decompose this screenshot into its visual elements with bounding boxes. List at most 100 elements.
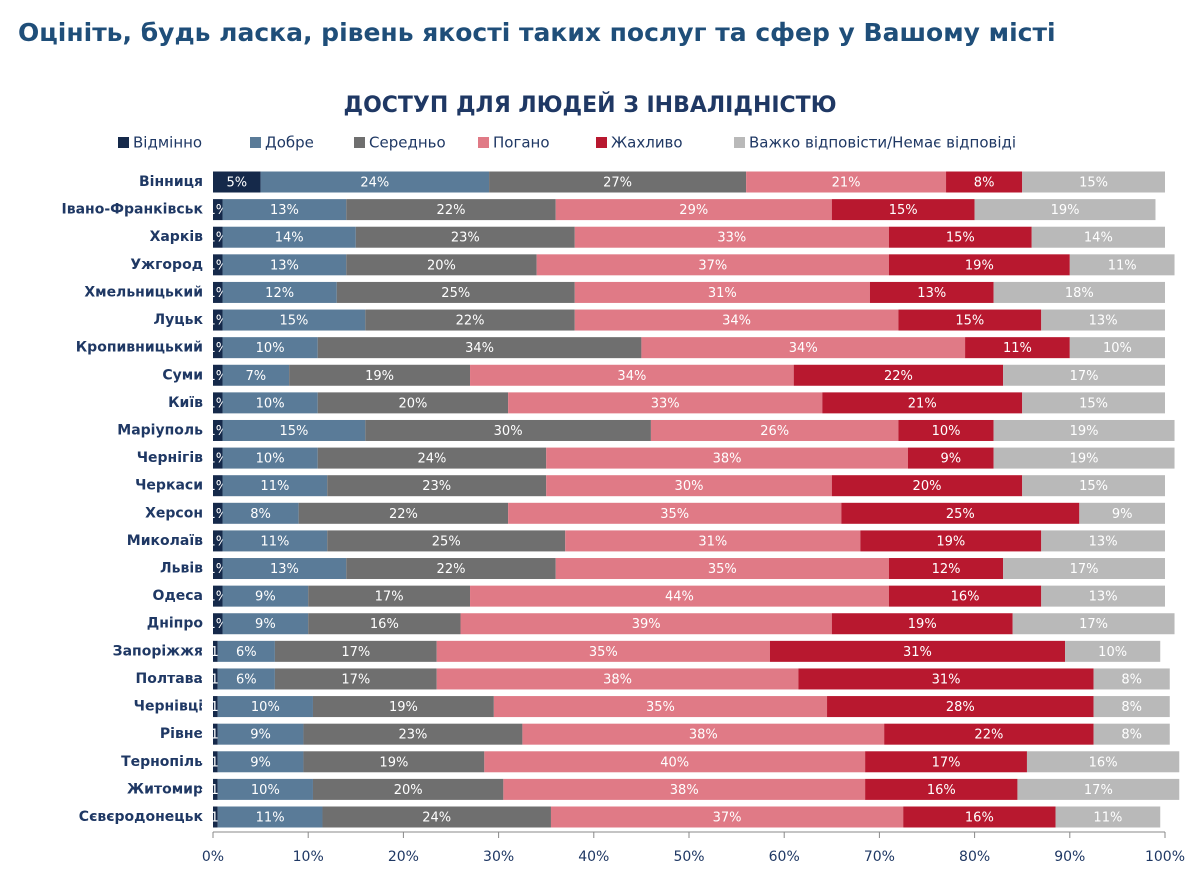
bar-segment xyxy=(508,502,842,524)
bar-segment xyxy=(1093,668,1170,690)
bar-segment xyxy=(1031,226,1165,248)
bar-segment xyxy=(213,723,218,745)
data-label: 13% xyxy=(1089,534,1118,549)
legend-label: Важко відповісти/Немає відповіді xyxy=(749,134,1016,152)
data-label: 37% xyxy=(698,258,727,273)
bar-segment xyxy=(213,640,218,662)
data-label: 19% xyxy=(379,755,408,770)
data-label: 21% xyxy=(908,396,937,411)
legend-label: Жахливо xyxy=(611,134,683,152)
bar-segment xyxy=(574,226,889,248)
bar-segment xyxy=(993,281,1165,303)
bar-segment xyxy=(213,419,223,441)
data-label: 8% xyxy=(1121,672,1142,687)
bar-segment xyxy=(274,668,437,690)
bar-segment xyxy=(213,199,223,221)
y-tick-label: Запоріжжя xyxy=(113,643,203,659)
bar-segment xyxy=(222,419,366,441)
bar-segment xyxy=(222,447,318,469)
x-tick-label: 0% xyxy=(202,849,224,865)
bar-segment xyxy=(574,281,870,303)
bar-segment xyxy=(222,558,347,580)
legend-swatch xyxy=(596,137,607,148)
bar-segment xyxy=(317,337,642,359)
bar-segment xyxy=(1093,696,1170,718)
data-label: 6% xyxy=(236,645,257,660)
bar-segment xyxy=(831,613,1013,635)
bar-segment xyxy=(365,419,651,441)
bar-segment xyxy=(365,309,575,331)
bar-segment xyxy=(898,419,994,441)
data-label: 38% xyxy=(689,728,718,743)
data-label: 31% xyxy=(708,286,737,301)
legend-label: Відмінно xyxy=(133,134,202,152)
bar-segment xyxy=(1041,585,1165,607)
bar-segment xyxy=(841,502,1080,524)
data-label: 16% xyxy=(951,590,980,605)
x-tick-label: 70% xyxy=(864,849,895,865)
y-tick-label: Дніпро xyxy=(147,616,204,632)
legend-label: Добре xyxy=(265,134,314,152)
bar-segment xyxy=(946,171,1023,193)
data-label: 13% xyxy=(270,258,299,273)
bar-segment xyxy=(993,419,1175,441)
bar-segment xyxy=(1022,171,1165,193)
bar-segment xyxy=(260,171,490,193)
legend-label: Погано xyxy=(493,134,550,152)
data-label: 25% xyxy=(441,286,470,301)
bar-segment xyxy=(217,806,323,828)
chart-subtitle: ДОСТУП ДЛЯ ЛЮДЕЙ З ІНВАЛІДНІСТЮ xyxy=(343,92,836,118)
data-label: 17% xyxy=(1084,783,1113,798)
chart-title: Оцініть, будь ласка, рівень якості таких… xyxy=(18,18,1056,47)
bar-segment xyxy=(831,199,975,221)
bar-segment xyxy=(222,199,347,221)
bar-segment xyxy=(222,613,309,635)
bar-segment xyxy=(1003,558,1165,580)
data-label: 23% xyxy=(398,728,427,743)
data-label: 35% xyxy=(646,700,675,715)
bar-segment xyxy=(888,558,1004,580)
data-label: 19% xyxy=(908,617,937,632)
data-label: 33% xyxy=(717,231,746,246)
bar-segment xyxy=(869,281,994,303)
data-label: 28% xyxy=(946,700,975,715)
data-label: 18% xyxy=(1065,286,1094,301)
y-tick-label: Чернівці xyxy=(134,699,203,715)
data-label: 15% xyxy=(279,424,308,439)
data-label: 15% xyxy=(955,314,984,329)
y-tick-label: Суми xyxy=(162,367,203,383)
data-label: 39% xyxy=(632,617,661,632)
bar-segment xyxy=(346,254,537,276)
bar-segment xyxy=(274,640,437,662)
bar-segment xyxy=(898,309,1042,331)
data-label: 20% xyxy=(398,396,427,411)
legend-swatch xyxy=(478,137,489,148)
bar-segment xyxy=(546,447,908,469)
legend-swatch xyxy=(734,137,745,148)
data-label: 10% xyxy=(256,341,285,356)
data-label: 16% xyxy=(370,617,399,632)
data-label: 10% xyxy=(251,700,280,715)
data-label: 35% xyxy=(708,562,737,577)
y-tick-label: Вінниця xyxy=(139,174,203,190)
bar-segment xyxy=(222,337,318,359)
y-tick-label: Херсон xyxy=(145,505,203,521)
y-tick-label: Рівне xyxy=(160,726,203,742)
bar-segment xyxy=(222,226,356,248)
data-label: 10% xyxy=(251,783,280,798)
x-tick-label: 80% xyxy=(959,849,990,865)
y-tick-label: Одеса xyxy=(153,588,203,604)
data-label: 22% xyxy=(437,562,466,577)
bar-segment xyxy=(213,778,218,800)
data-label: 38% xyxy=(603,672,632,687)
data-label: 17% xyxy=(1070,562,1099,577)
bar-segment xyxy=(346,558,556,580)
data-label: 34% xyxy=(617,369,646,384)
bar-segment xyxy=(1093,723,1170,745)
bar-segment xyxy=(303,723,523,745)
data-label: 24% xyxy=(422,811,451,826)
bar-segment xyxy=(1022,475,1165,497)
bar-segment xyxy=(213,530,223,552)
bar-segment xyxy=(213,668,218,690)
y-tick-label: Полтава xyxy=(136,671,203,687)
